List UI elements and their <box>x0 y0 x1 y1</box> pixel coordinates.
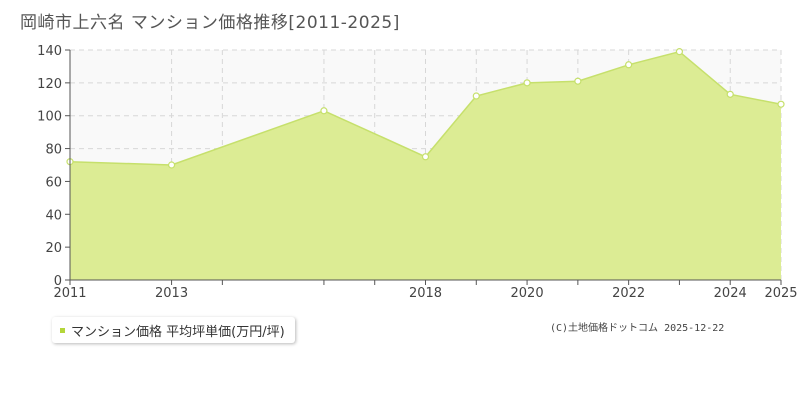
data-point <box>472 92 480 100</box>
y-tick-label: 0 <box>54 274 62 289</box>
x-tick-label: 2013 <box>155 286 188 300</box>
y-tick-label: 40 <box>45 208 62 223</box>
y-tick-label: 120 <box>37 77 62 92</box>
data-point <box>574 77 582 85</box>
x-tick-label: 2011 <box>53 286 86 300</box>
data-point <box>167 161 176 169</box>
legend-swatch <box>60 327 65 333</box>
data-point <box>777 100 785 108</box>
data-point <box>625 61 633 69</box>
y-tick-label: 60 <box>45 175 62 190</box>
x-tick-label: 2024 <box>714 286 747 300</box>
y-tick-label: 100 <box>37 110 62 125</box>
x-tick-label: 2022 <box>612 286 645 300</box>
y-tick-label: 140 <box>37 44 62 59</box>
data-point <box>421 153 430 161</box>
y-tick-label: 80 <box>45 143 62 158</box>
x-tick-label: 2025 <box>764 286 797 300</box>
x-tick-label: 2020 <box>511 286 544 300</box>
legend-label: マンション価格 平均坪単価(万円/坪) <box>71 324 285 340</box>
copyright-text: (C)土地価格ドットコム 2025-12-22 <box>550 323 725 334</box>
data-point <box>523 79 531 87</box>
x-tick-label: 2018 <box>409 286 442 300</box>
legend: マンション価格 平均坪単価(万円/坪) <box>52 317 295 343</box>
area-chart: 0 20 40 60 80 100 120 140 2011 2013 2018 2020 2022 20… <box>37 44 797 300</box>
series-area <box>70 51 781 281</box>
data-point <box>320 107 328 115</box>
chart-title: 岡崎市上六名 マンション価格推移[2011-2025] <box>20 13 400 33</box>
data-point <box>726 90 734 98</box>
y-tick-label: 20 <box>45 241 62 256</box>
data-point <box>675 48 684 56</box>
